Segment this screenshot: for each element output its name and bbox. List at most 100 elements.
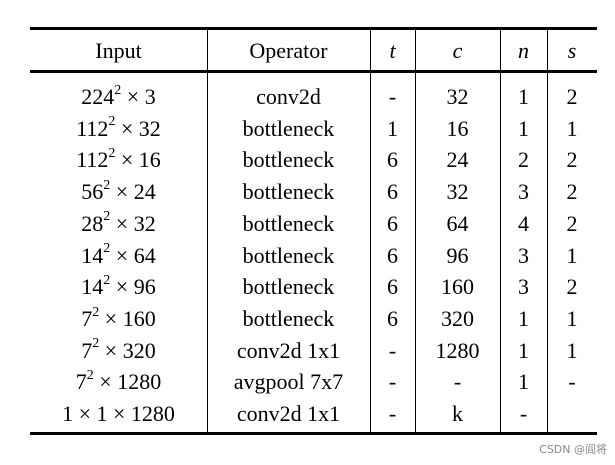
- header-rule: [30, 70, 597, 73]
- input-cell: 72 × 320: [30, 336, 207, 366]
- watermark: CSDN @阎将: [539, 443, 607, 456]
- input-exponent: 2: [108, 146, 116, 162]
- input-base: 56: [81, 179, 104, 205]
- input-cell: 1 × 1 × 1280: [62, 401, 175, 426]
- table-cell: 6: [387, 242, 398, 268]
- input-tail: × 32: [110, 210, 156, 236]
- table-cell: 3: [518, 274, 529, 300]
- table-cell: 1: [518, 337, 529, 363]
- table-cell: 1: [518, 305, 529, 331]
- table-cell: 1: [566, 305, 578, 331]
- input-exponent: 2: [103, 241, 111, 257]
- header-cell: Operator: [249, 38, 328, 63]
- column-divider: [547, 30, 548, 433]
- table-cell: 4: [518, 210, 529, 236]
- header-cell: t: [389, 38, 396, 63]
- input-base: 224: [81, 84, 115, 109]
- input-cell: 142 × 96: [30, 272, 207, 302]
- input-tail: × 320: [99, 337, 156, 363]
- table-cell: -: [388, 84, 397, 109]
- input-exponent: 2: [114, 82, 122, 98]
- input-exponent: 2: [108, 114, 116, 130]
- bottom-rule: [30, 432, 597, 435]
- input-exponent: 2: [103, 177, 111, 193]
- table-cell: 1: [566, 337, 578, 363]
- header-cell: s: [567, 38, 577, 63]
- table-cell: bottleneck: [242, 274, 335, 300]
- table-cell: 1: [518, 115, 529, 141]
- table-cell: 3: [518, 179, 529, 205]
- table-cell: 2: [566, 274, 578, 300]
- input-base: 7: [81, 337, 93, 363]
- table-cell: 16: [446, 115, 469, 141]
- table-cell: -: [388, 337, 397, 363]
- header-cell: Input: [95, 38, 142, 63]
- table-cell: 6: [387, 305, 398, 331]
- table-cell: bottleneck: [242, 242, 335, 268]
- input-cell: 1122 × 32: [30, 114, 207, 144]
- table-cell: 24: [446, 147, 469, 173]
- input-tail: × 32: [115, 115, 161, 141]
- table-cell: bottleneck: [242, 179, 335, 205]
- table-cell: 2: [566, 210, 578, 236]
- input-tail: × 160: [99, 305, 156, 331]
- input-exponent: 2: [103, 209, 111, 225]
- input-base: 7: [75, 369, 87, 395]
- column-divider: [415, 30, 416, 433]
- input-cell: 1122 × 16: [30, 145, 207, 175]
- input-base: 7: [81, 305, 93, 331]
- input-base: 112: [76, 115, 109, 141]
- column-divider: [500, 30, 501, 433]
- input-exponent: 2: [92, 304, 100, 320]
- table-cell: 1: [566, 242, 578, 268]
- table-cell: 32: [446, 84, 469, 109]
- table-cell: 96: [446, 242, 469, 268]
- input-tail: × 64: [110, 242, 156, 268]
- column-divider: [370, 30, 371, 433]
- table-cell: 2: [566, 84, 578, 109]
- input-cell: 2242 × 3: [30, 82, 207, 112]
- table-cell: -: [388, 401, 397, 426]
- input-cell: 282 × 32: [30, 209, 207, 239]
- input-cell: 562 × 24: [30, 177, 207, 207]
- input-base: 14: [81, 242, 104, 268]
- table-cell: 1: [387, 115, 398, 141]
- table-cell: 2: [566, 179, 578, 205]
- table-cell: conv2d 1x1: [236, 337, 341, 363]
- table-cell: bottleneck: [242, 305, 335, 331]
- input-tail: × 96: [110, 274, 156, 300]
- table-cell: k: [452, 401, 463, 426]
- table-cell: 6: [387, 210, 398, 236]
- table-cell: -: [388, 369, 397, 395]
- table-cell: avgpool 7x7: [233, 369, 344, 395]
- input-tail: × 1280: [93, 369, 162, 395]
- table-cell: bottleneck: [242, 210, 335, 236]
- table-cell: 1: [518, 84, 529, 109]
- table-cell: conv2d: [256, 84, 321, 109]
- table-cell: 1280: [435, 337, 480, 363]
- input-base: 112: [76, 147, 109, 173]
- table-cell: 320: [441, 305, 474, 331]
- table-cell: -: [453, 369, 462, 395]
- table-cell: 6: [387, 179, 398, 205]
- header-cell: n: [518, 38, 529, 63]
- table-cell: bottleneck: [242, 115, 335, 141]
- input-tail: × 16: [115, 147, 161, 173]
- table-cell: 32: [446, 179, 469, 205]
- input-exponent: 2: [92, 336, 100, 352]
- input-cell: 142 × 64: [30, 241, 207, 271]
- top-rule: [30, 27, 597, 30]
- table-cell: 2: [566, 147, 578, 173]
- table-cell: 1: [518, 369, 529, 395]
- table-cell: 2: [518, 147, 529, 173]
- table-cell: 1: [566, 115, 578, 141]
- input-tail: × 24: [110, 179, 156, 205]
- table-cell: 160: [441, 274, 474, 300]
- table-cell: bottleneck: [242, 147, 335, 173]
- input-cell: 72 × 160: [30, 304, 207, 334]
- header-cell: c: [452, 38, 463, 63]
- input-exponent: 2: [86, 367, 94, 383]
- table-cell: 6: [387, 274, 398, 300]
- input-tail: × 3: [121, 84, 156, 109]
- table-cell: 3: [518, 242, 529, 268]
